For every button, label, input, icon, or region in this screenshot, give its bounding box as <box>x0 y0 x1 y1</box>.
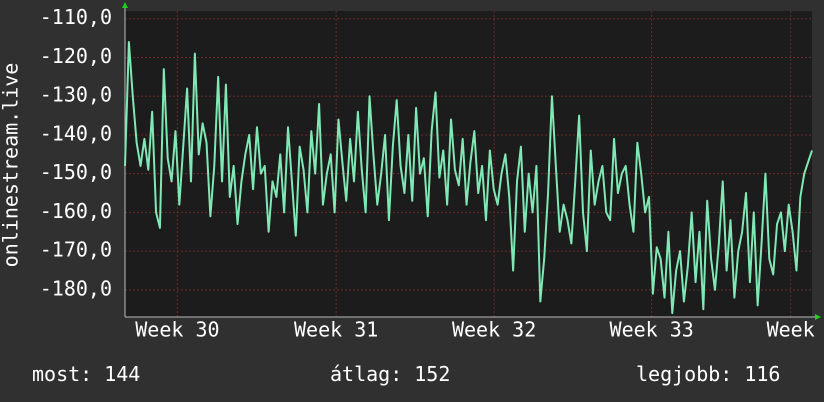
y-tick-label: -180,0 <box>40 276 112 300</box>
arrow <box>815 314 821 320</box>
stat-label: legjobb: <box>636 362 732 386</box>
y-tick-label: -130,0 <box>40 83 112 107</box>
line-series <box>124 40 813 315</box>
stats: most: 144 átlag: 152 legjobb: 116 <box>32 362 780 386</box>
x-tick-label: Week 33 <box>610 318 694 342</box>
y-axis-label: onlinestream.live <box>0 63 23 268</box>
stat: átlag: 152 <box>330 362 450 386</box>
stat: legjobb: 116 <box>636 362 780 386</box>
y-tick-label: -110,0 <box>40 5 112 29</box>
x-tick-label: Week 31 <box>294 318 378 342</box>
arrow <box>122 2 128 8</box>
x-tick-label: Week <box>767 318 815 342</box>
stat-label: átlag: <box>330 362 402 386</box>
stat-value: 116 <box>744 362 780 386</box>
stat-value: 152 <box>414 362 450 386</box>
x-tick-label: Week 32 <box>452 318 536 342</box>
y-tick-label: -150,0 <box>40 160 112 184</box>
stat-label: most: <box>32 362 92 386</box>
y-tick-label: -120,0 <box>40 44 112 68</box>
stat: most: 144 <box>32 362 140 386</box>
x-tick-label: Week 30 <box>135 318 219 342</box>
stat-value: 144 <box>104 362 140 386</box>
y-tick-label: -170,0 <box>40 238 112 262</box>
y-tick-label: -160,0 <box>40 199 112 223</box>
y-tick-label: -140,0 <box>40 121 112 145</box>
